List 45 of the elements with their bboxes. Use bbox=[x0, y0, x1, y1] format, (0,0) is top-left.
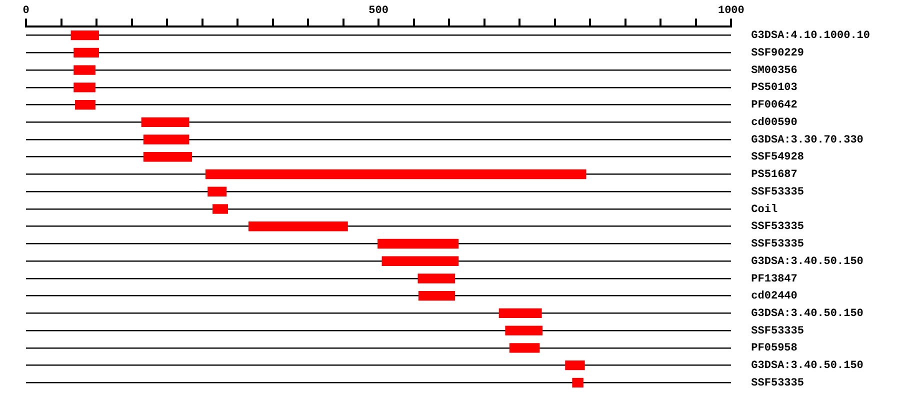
y-tick-label: SSF53335 bbox=[751, 325, 804, 338]
y-tick-label: cd00590 bbox=[751, 116, 798, 129]
y-tick-label: G3DSA:3.40.50.150 bbox=[751, 308, 864, 320]
bar bbox=[208, 186, 227, 196]
y-tick-label: SSF53335 bbox=[751, 186, 804, 198]
bar bbox=[382, 256, 459, 266]
y-tick-label: SSF53335 bbox=[751, 377, 804, 390]
y-tick-label: SSF54928 bbox=[751, 152, 804, 164]
bar bbox=[418, 291, 456, 301]
bar bbox=[212, 204, 228, 214]
y-tick-label: Coil bbox=[751, 204, 778, 216]
y-tick-label: G3DSA:4.10.1000.10 bbox=[751, 30, 870, 42]
bar bbox=[205, 169, 586, 180]
y-tick-label: SSF90229 bbox=[751, 47, 804, 60]
bar bbox=[378, 238, 459, 249]
bar bbox=[143, 134, 190, 144]
bar bbox=[74, 65, 96, 75]
bar bbox=[565, 360, 585, 370]
y-tick-label: PF05958 bbox=[751, 342, 798, 355]
y-tick-label: SM00356 bbox=[751, 64, 798, 77]
bar bbox=[74, 48, 99, 58]
y-tick-label: PS50103 bbox=[751, 82, 798, 94]
x-tick-label: 500 bbox=[368, 4, 388, 17]
bar bbox=[248, 222, 348, 232]
bar bbox=[74, 82, 96, 92]
bar bbox=[70, 30, 99, 40]
y-tick-label: SSF53335 bbox=[751, 238, 804, 251]
bar bbox=[509, 343, 540, 353]
y-tick-label: cd02440 bbox=[751, 290, 798, 303]
x-tick-label: 1000 bbox=[718, 4, 744, 17]
bar bbox=[505, 326, 543, 336]
y-tick-label: PF00642 bbox=[751, 100, 798, 112]
bar bbox=[143, 152, 192, 162]
bar bbox=[498, 308, 542, 318]
y-tick-label: PS51687 bbox=[751, 169, 798, 182]
y-tick-label: PF13847 bbox=[751, 273, 798, 286]
bar bbox=[418, 274, 456, 284]
y-tick-label: G3DSA:3.30.70.330 bbox=[751, 134, 864, 146]
bar bbox=[141, 117, 190, 127]
x-tick-label: 0 bbox=[22, 4, 30, 17]
y-tick-label: G3DSA:3.40.50.150 bbox=[751, 360, 864, 372]
bar bbox=[572, 378, 584, 388]
y-tick-label: SSF53335 bbox=[751, 221, 804, 234]
y-tick-label: G3DSA:3.40.50.150 bbox=[751, 256, 864, 268]
bar bbox=[75, 100, 96, 110]
